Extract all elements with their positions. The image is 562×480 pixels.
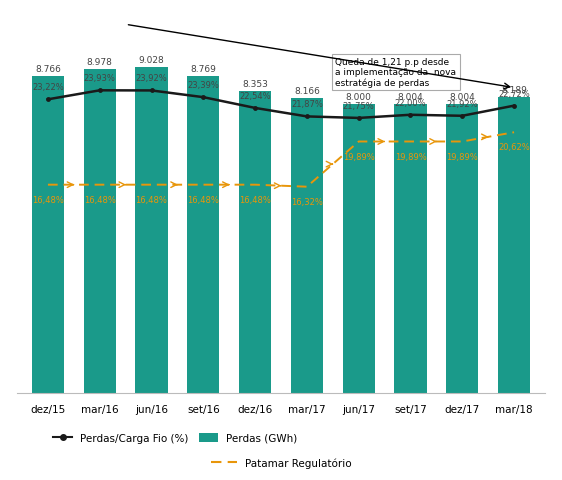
Text: 8.004: 8.004 xyxy=(397,93,423,102)
Text: 9.028: 9.028 xyxy=(139,56,165,65)
Text: 16,48%: 16,48% xyxy=(239,195,271,204)
Text: 8.766: 8.766 xyxy=(35,65,61,74)
Text: 16,48%: 16,48% xyxy=(84,195,116,204)
Text: 16,48%: 16,48% xyxy=(135,195,167,204)
Text: 21,75%: 21,75% xyxy=(343,102,374,111)
Text: 8.004: 8.004 xyxy=(450,93,475,102)
Text: 8.189: 8.189 xyxy=(501,86,527,95)
Text: 23,93%: 23,93% xyxy=(84,74,116,83)
Text: 23,39%: 23,39% xyxy=(187,81,219,90)
Text: 8.353: 8.353 xyxy=(242,80,268,89)
Text: 8.166: 8.166 xyxy=(294,87,320,96)
Text: 19,89%: 19,89% xyxy=(343,152,374,161)
Bar xyxy=(343,105,375,394)
Text: 23,92%: 23,92% xyxy=(135,74,167,84)
Bar xyxy=(84,70,116,394)
Legend: Patamar Regulatório: Patamar Regulatório xyxy=(206,453,356,472)
Text: 8.978: 8.978 xyxy=(87,58,112,66)
Text: 19,89%: 19,89% xyxy=(446,152,478,161)
Bar xyxy=(187,77,219,394)
Text: 22,72%: 22,72% xyxy=(498,89,530,98)
Text: 8.000: 8.000 xyxy=(346,93,371,102)
Bar xyxy=(446,105,478,394)
Text: 21,87%: 21,87% xyxy=(291,100,323,109)
Text: 21,92%: 21,92% xyxy=(446,100,478,108)
Text: 8.769: 8.769 xyxy=(191,65,216,74)
Text: Queda de 1,21 p.p desde
a implementação da  nova
estratégia de perdas: Queda de 1,21 p.p desde a implementação … xyxy=(336,58,456,88)
Text: 23,22%: 23,22% xyxy=(32,83,64,92)
Text: 19,89%: 19,89% xyxy=(395,152,427,161)
Bar xyxy=(239,92,271,394)
Text: 22,00%: 22,00% xyxy=(395,98,427,108)
Text: 16,48%: 16,48% xyxy=(32,195,64,204)
Text: 20,62%: 20,62% xyxy=(498,143,530,152)
Bar xyxy=(32,77,64,394)
Text: 16,32%: 16,32% xyxy=(291,197,323,206)
Bar xyxy=(395,105,427,394)
Text: 22,54%: 22,54% xyxy=(239,92,271,101)
Bar xyxy=(135,68,167,394)
Bar xyxy=(291,99,323,394)
Text: 16,48%: 16,48% xyxy=(187,195,219,204)
Bar xyxy=(498,98,530,394)
